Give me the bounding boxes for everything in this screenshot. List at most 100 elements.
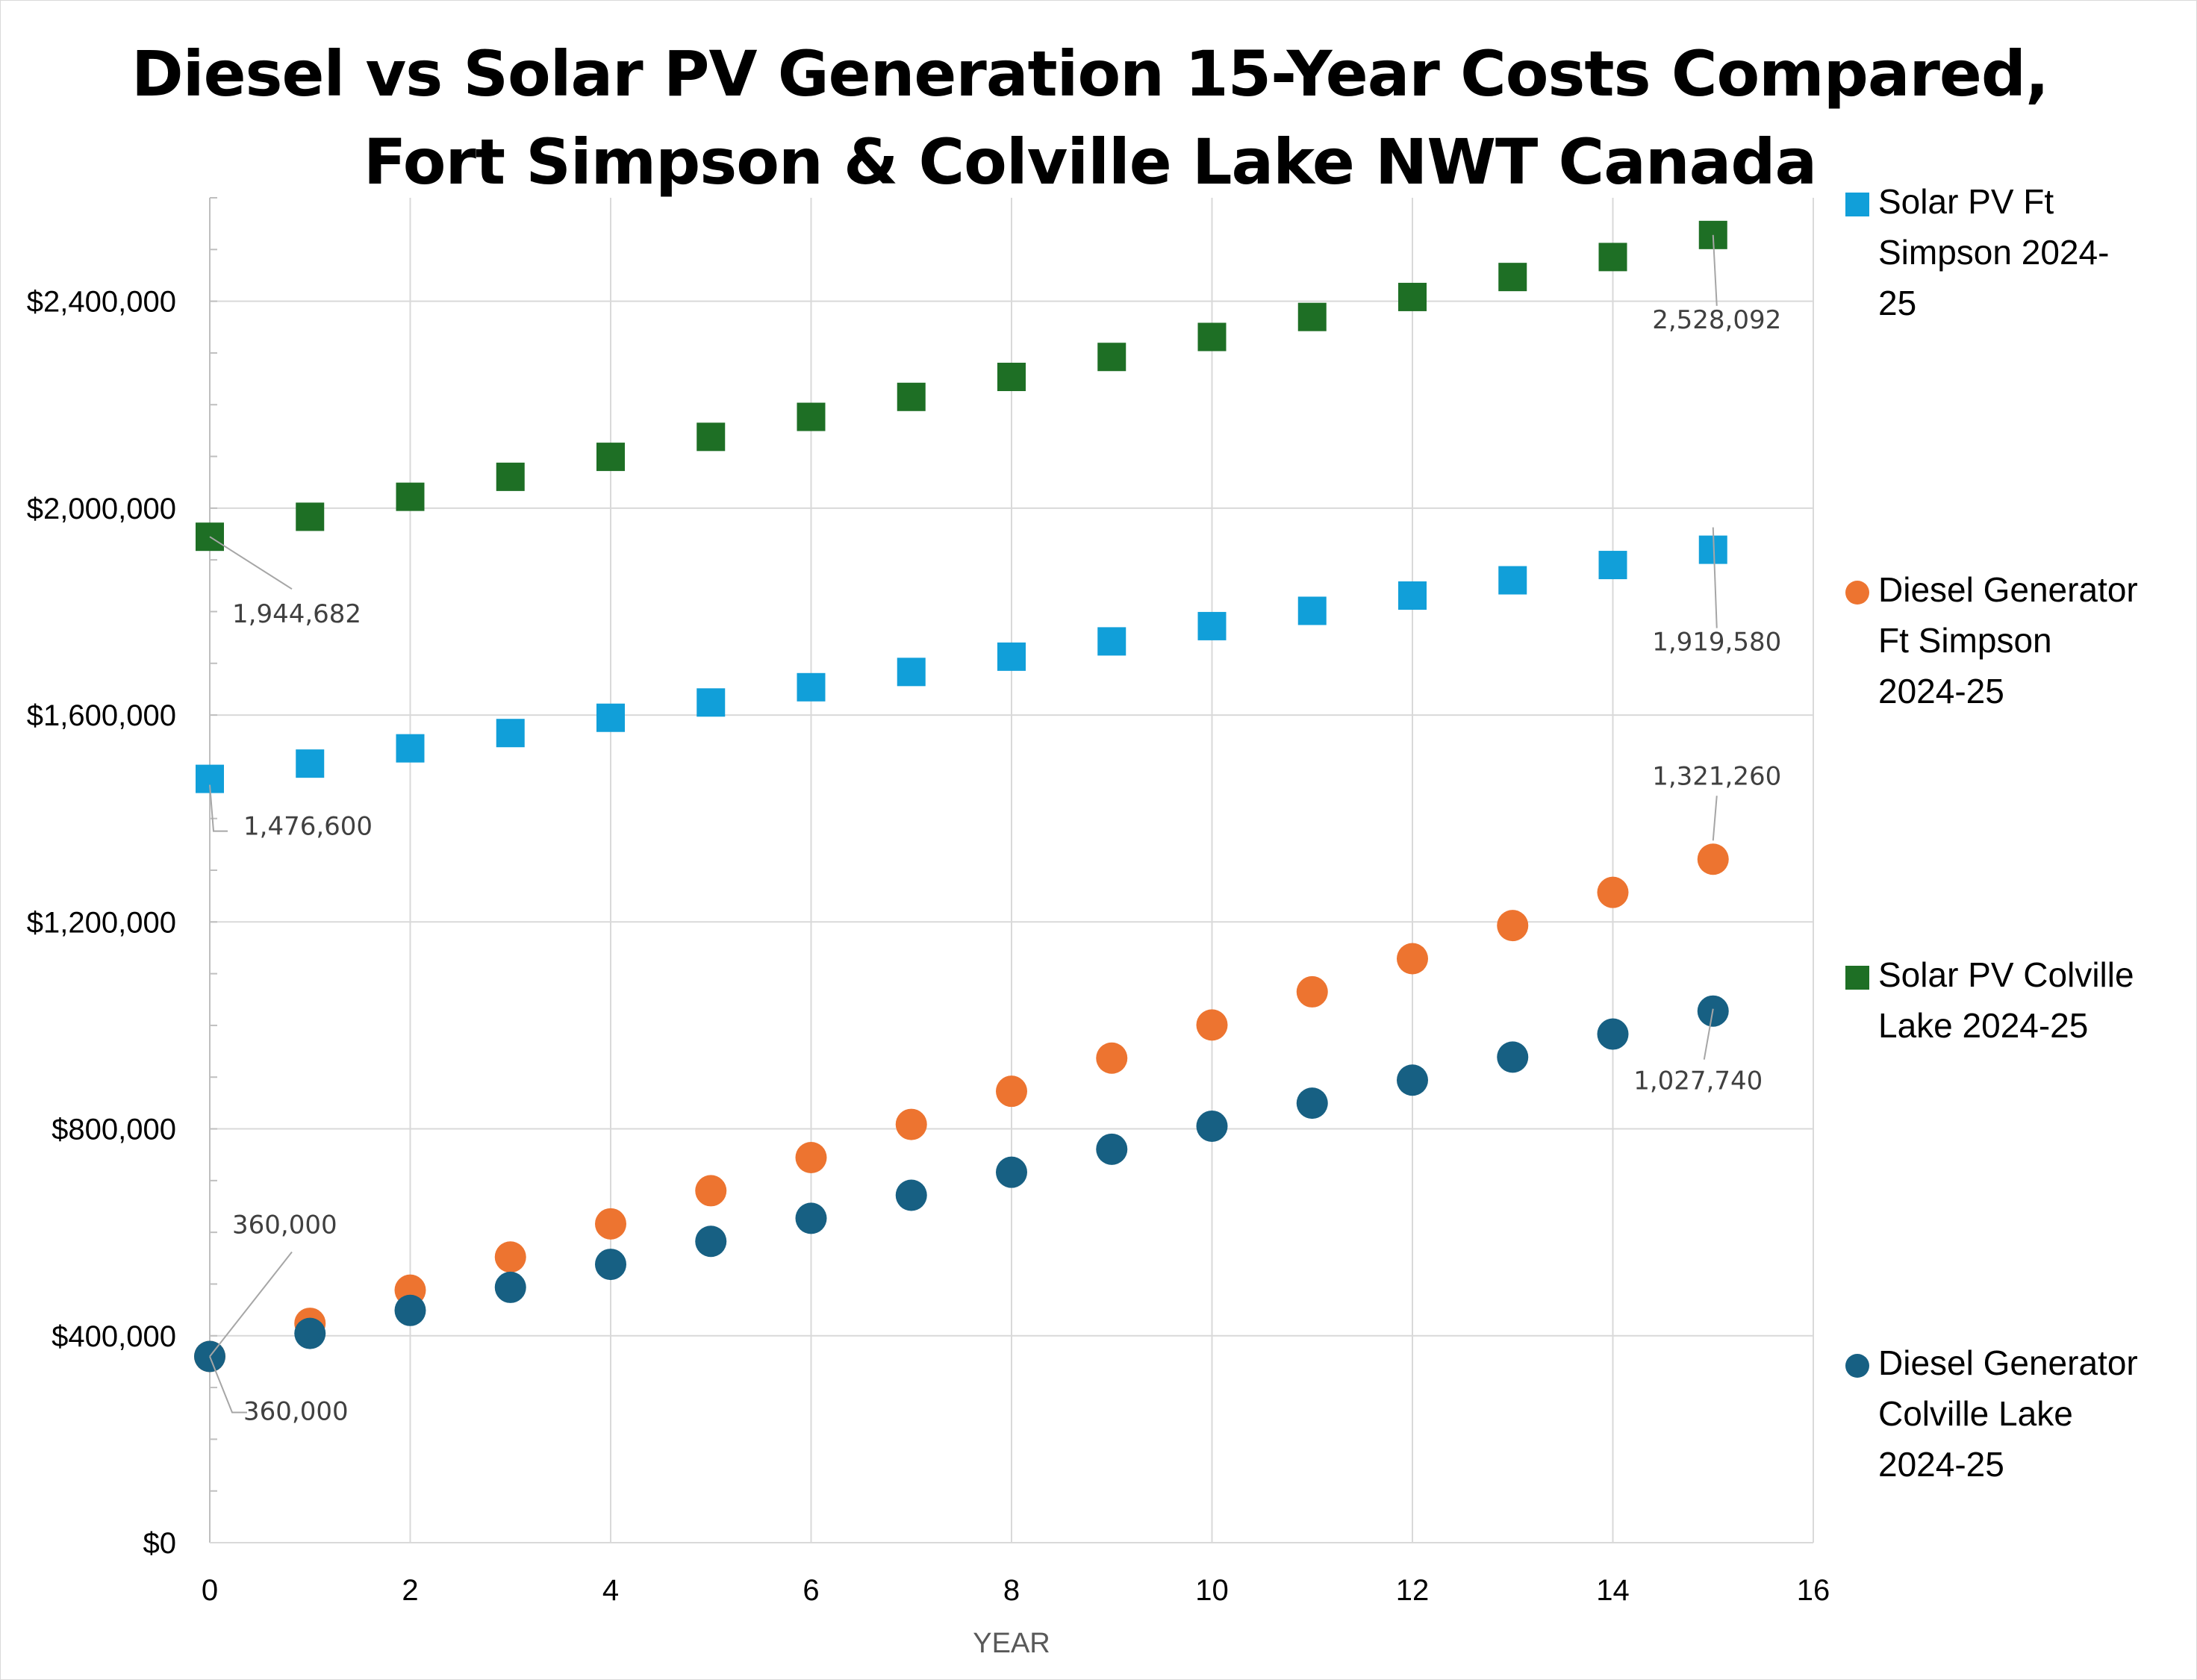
data-point-circle <box>1296 1087 1328 1120</box>
legend-square-marker <box>1845 966 1869 990</box>
data-label: 2,528,092 <box>1652 305 1781 335</box>
data-point-square <box>1598 243 1627 272</box>
legend-label: Solar PV Ft Simpson 2024- 25 <box>1878 176 2192 328</box>
data-point-circle <box>1397 943 1428 975</box>
legend-label-line: Diesel Generator <box>1878 1343 2138 1382</box>
data-point-circle <box>595 1208 626 1240</box>
data-point-square <box>697 422 726 452</box>
data-point-circle <box>1497 1041 1529 1073</box>
legend-label: Diesel Generator Colville Lake 2024-25 <box>1878 1337 2192 1490</box>
data-label-leader <box>209 1356 247 1414</box>
x-tick-label: 2 <box>402 1574 418 1607</box>
data-point-circle <box>695 1225 727 1258</box>
chart-title-line-1: Diesel vs Solar PV Generation 15-Year Co… <box>131 37 2049 110</box>
x-tick-label: 14 <box>1596 1574 1630 1607</box>
data-point-circle <box>1397 1064 1428 1096</box>
data-point-square <box>997 363 1026 392</box>
data-label-leader <box>1712 527 1718 628</box>
data-label-leader <box>1703 1008 1714 1060</box>
legend-label-line: Ft Simpson <box>1878 621 2052 660</box>
legend-label-line: Colville Lake <box>1878 1394 2073 1433</box>
legend-label-line: 2024-25 <box>1878 672 2004 711</box>
data-point-circle <box>996 1075 1027 1108</box>
data-point-square <box>1097 627 1126 656</box>
data-point-circle <box>394 1294 426 1326</box>
data-point-circle <box>1697 843 1729 875</box>
y-tick-label: $2,400,000 <box>27 286 176 319</box>
legend-label-line: 2024-25 <box>1878 1445 2004 1484</box>
legend-label-line: Solar PV Colville <box>1878 955 2134 994</box>
data-point-square <box>897 382 926 411</box>
data-label: 1,919,580 <box>1652 628 1781 658</box>
data-point-circle <box>1497 910 1529 942</box>
data-point-square <box>496 719 525 748</box>
data-label-leader <box>1712 234 1718 306</box>
legend-square-marker <box>1845 193 1869 216</box>
x-tick-label: 16 <box>1797 1574 1830 1607</box>
data-point-circle <box>895 1179 927 1211</box>
data-point-square <box>296 749 325 778</box>
x-tick-label: 10 <box>1195 1574 1229 1607</box>
data-point-circle <box>1096 1042 1128 1074</box>
legend-label-line: Diesel Generator <box>1878 570 2138 609</box>
data-point-circle <box>1296 975 1328 1008</box>
data-point-circle <box>795 1142 827 1174</box>
data-point-circle <box>895 1108 927 1140</box>
data-label: 1,027,740 <box>1633 1067 1763 1096</box>
legend-label-line: Lake 2024-25 <box>1878 1006 2089 1045</box>
x-tick-label: 6 <box>803 1574 819 1607</box>
x-tick-label: 8 <box>1003 1574 1020 1607</box>
data-point-circle <box>595 1249 626 1281</box>
chart-title: Diesel vs Solar PV Generation 15-Year Co… <box>0 30 2180 206</box>
data-point-circle <box>494 1241 526 1273</box>
data-label-leader <box>1712 796 1718 841</box>
data-point-square <box>1197 322 1227 352</box>
y-tick-label: $0 <box>143 1527 177 1560</box>
legend-label-line: Solar PV Ft <box>1878 182 2054 221</box>
x-tick-label: 12 <box>1396 1574 1430 1607</box>
data-point-circle <box>996 1156 1027 1188</box>
data-point-square <box>596 703 625 732</box>
data-point-square <box>1297 302 1327 331</box>
data-point-square <box>296 502 325 531</box>
legend-label-line: 25 <box>1878 284 1917 322</box>
data-point-square <box>797 402 826 431</box>
x-tick-label: 0 <box>202 1574 218 1607</box>
x-axis-title: YEAR <box>973 1628 1050 1659</box>
data-point-square <box>596 443 625 472</box>
data-point-square <box>1498 263 1527 292</box>
x-tick-label: 4 <box>602 1574 619 1607</box>
data-point-circle <box>1597 1018 1629 1050</box>
y-tick-label: $2,000,000 <box>27 493 176 525</box>
y-tick-label: $800,000 <box>52 1114 176 1146</box>
data-point-square <box>697 688 726 717</box>
data-point-square <box>1398 581 1427 610</box>
data-point-square <box>396 482 425 511</box>
data-point-circle <box>1196 1009 1228 1041</box>
data-label-leader <box>209 1251 293 1358</box>
data-point-square <box>1498 566 1527 595</box>
legend-label: Diesel Generator Ft Simpson 2024-25 <box>1878 564 2192 716</box>
data-point-circle <box>1597 876 1629 908</box>
data-point-square <box>496 462 525 491</box>
data-label-leader <box>209 536 293 590</box>
y-tick-label: $1,600,000 <box>27 699 176 732</box>
data-label: 360,000 <box>243 1396 349 1426</box>
y-tick-label: $400,000 <box>52 1320 176 1353</box>
data-label: 360,000 <box>232 1210 337 1240</box>
data-point-square <box>1197 611 1227 640</box>
data-point-circle <box>294 1317 326 1349</box>
data-label: 1,321,260 <box>1652 761 1781 791</box>
legend-label: Solar PV Colville Lake 2024-25 <box>1878 949 2192 1051</box>
data-point-circle <box>1196 1110 1228 1142</box>
data-point-circle <box>695 1175 727 1207</box>
chart-title-line-2: Fort Simpson & Colville Lake NWT Canada <box>363 125 1817 199</box>
legend-label-line: Simpson 2024- <box>1878 233 2110 272</box>
data-point-square <box>797 672 826 702</box>
data-point-square <box>897 658 926 687</box>
data-point-square <box>396 734 425 763</box>
data-point-circle <box>1096 1133 1128 1165</box>
legend-circle-marker <box>1845 581 1869 605</box>
data-point-square <box>1297 596 1327 625</box>
